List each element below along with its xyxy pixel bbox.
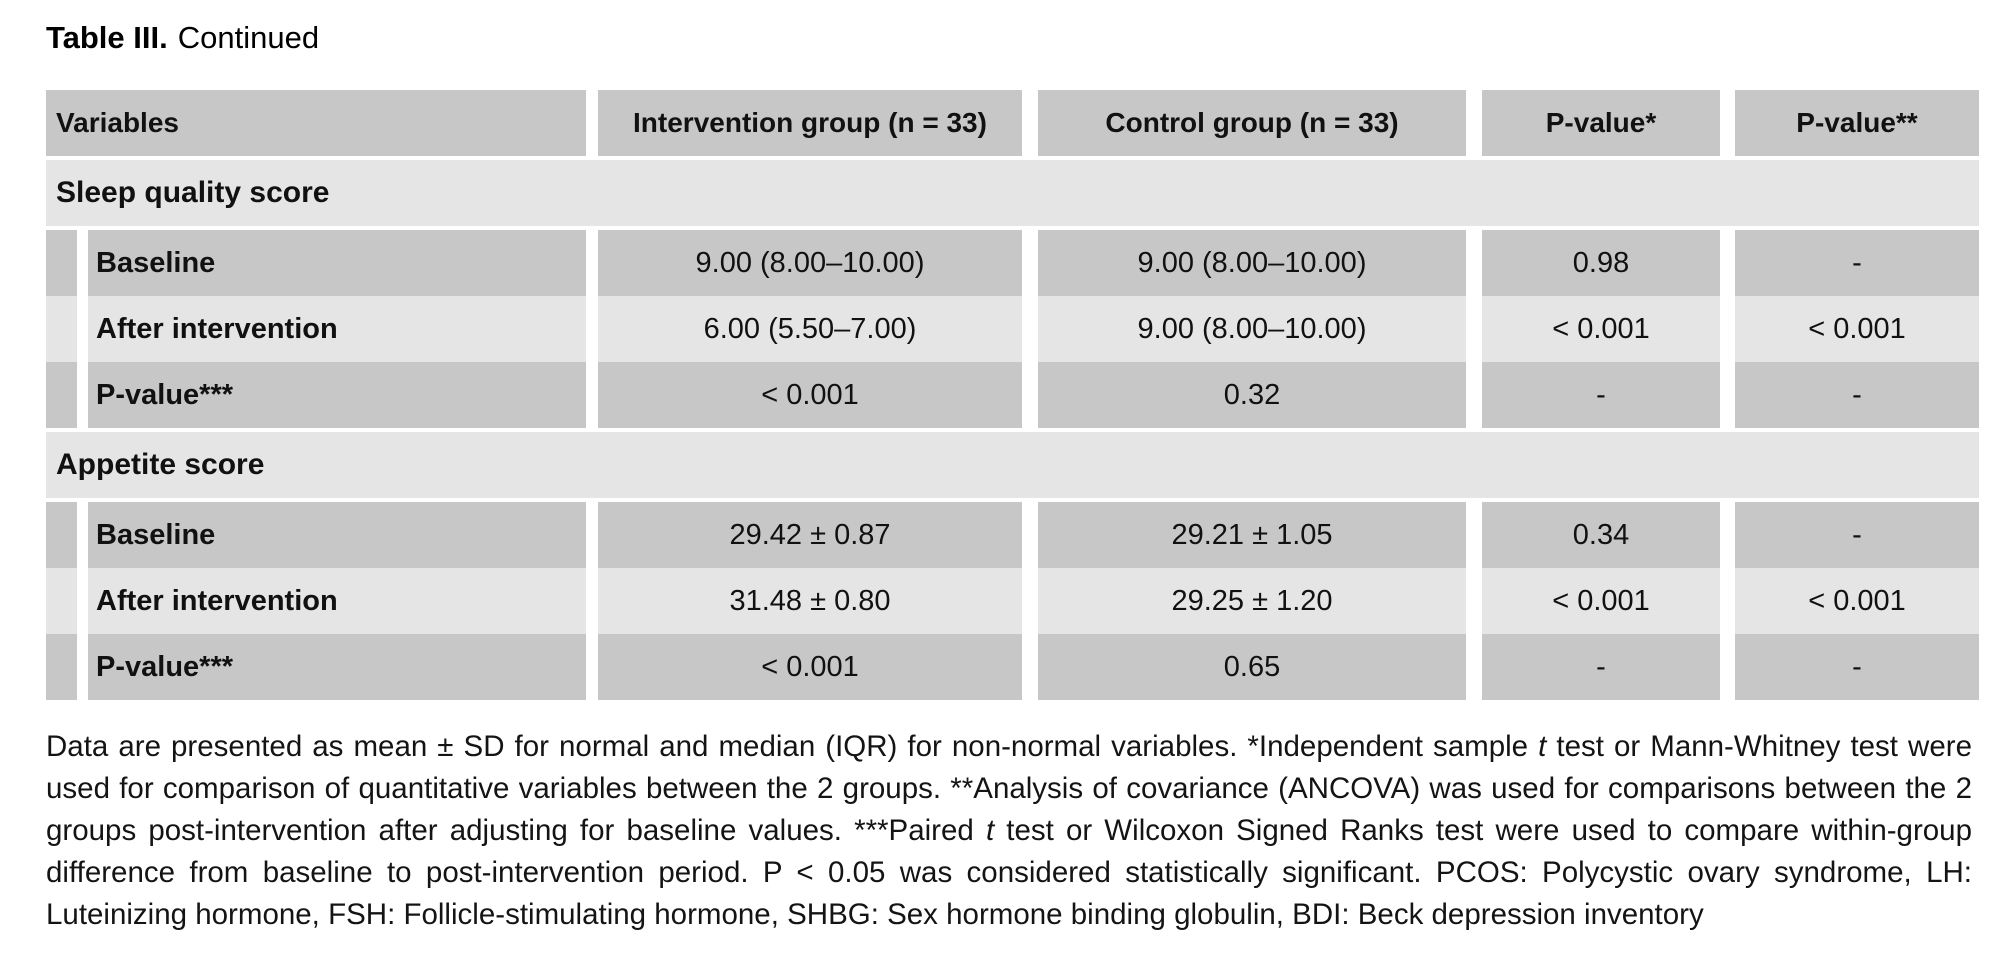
page: Table III. Continued Variables Interventi… bbox=[46, 20, 2000, 931]
control-value-cell: 9.00 (8.00–10.00) bbox=[1038, 296, 1466, 362]
header-cell-control-group: Control group (n = 33) bbox=[1038, 90, 1466, 156]
table-row: After intervention 6.00 (5.50–7.00) 9.00… bbox=[46, 296, 1979, 362]
p-value-1-cell: < 0.001 bbox=[1482, 568, 1720, 634]
row-label-cell: P-value*** bbox=[88, 634, 586, 700]
row-label-cell: After intervention bbox=[88, 296, 586, 362]
table-number: Table III. bbox=[46, 20, 168, 55]
table-row: After intervention 31.48 ± 0.80 29.25 ± … bbox=[46, 568, 1979, 634]
row-label-cell: P-value*** bbox=[88, 362, 586, 428]
column-gap bbox=[1466, 634, 1482, 700]
indent-strip bbox=[46, 230, 77, 296]
p-value-1-cell: - bbox=[1482, 362, 1720, 428]
p-value-2-cell: < 0.001 bbox=[1735, 568, 1979, 634]
p-value-1-cell: 0.98 bbox=[1482, 230, 1720, 296]
table-row: P-value*** < 0.001 0.65 - - bbox=[46, 634, 1979, 700]
indent-gap bbox=[77, 296, 88, 362]
indent-strip bbox=[46, 568, 77, 634]
footnote: Data are presented as mean ± SD for norm… bbox=[46, 730, 1972, 931]
table-row: Baseline 29.42 ± 0.87 29.21 ± 1.05 0.34 … bbox=[46, 502, 1979, 568]
control-value-cell: 0.65 bbox=[1038, 634, 1466, 700]
control-value-cell: 29.21 ± 1.05 bbox=[1038, 502, 1466, 568]
indent-strip bbox=[46, 502, 77, 568]
column-gap bbox=[1022, 362, 1038, 428]
column-gap bbox=[586, 296, 598, 362]
column-gap bbox=[1720, 502, 1735, 568]
column-gap bbox=[1720, 296, 1735, 362]
header-cell-intervention-group: Intervention group (n = 33) bbox=[598, 90, 1022, 156]
column-gap bbox=[1466, 90, 1482, 156]
control-value-cell: 9.00 (8.00–10.00) bbox=[1038, 230, 1466, 296]
p-value-2-cell: < 0.001 bbox=[1735, 296, 1979, 362]
column-gap bbox=[586, 502, 598, 568]
column-gap bbox=[1720, 230, 1735, 296]
column-gap bbox=[1466, 568, 1482, 634]
row-label-cell: Baseline bbox=[88, 502, 586, 568]
indent-strip bbox=[46, 634, 77, 700]
p-value-2-cell: - bbox=[1735, 502, 1979, 568]
section-row-appetite: Appetite score bbox=[46, 432, 1979, 498]
intervention-value-cell: < 0.001 bbox=[598, 362, 1022, 428]
column-gap bbox=[1720, 90, 1735, 156]
column-gap bbox=[586, 634, 598, 700]
indent-gap bbox=[77, 634, 88, 700]
p-value-2-cell: - bbox=[1735, 362, 1979, 428]
column-gap bbox=[1022, 90, 1038, 156]
section-row-sleep-quality: Sleep quality score bbox=[46, 160, 1979, 226]
column-gap bbox=[1466, 230, 1482, 296]
column-gap bbox=[1022, 230, 1038, 296]
header-cell-p-value-2: P-value** bbox=[1735, 90, 1979, 156]
control-value-cell: 0.32 bbox=[1038, 362, 1466, 428]
indent-gap bbox=[77, 230, 88, 296]
p-value-1-cell: < 0.001 bbox=[1482, 296, 1720, 362]
intervention-value-cell: 31.48 ± 0.80 bbox=[598, 568, 1022, 634]
control-value-cell: 29.25 ± 1.20 bbox=[1038, 568, 1466, 634]
intervention-value-cell: < 0.001 bbox=[598, 634, 1022, 700]
column-gap bbox=[1022, 568, 1038, 634]
header-cell-p-value-1: P-value* bbox=[1482, 90, 1720, 156]
table-row: P-value*** < 0.001 0.32 - - bbox=[46, 362, 1979, 428]
table-row: Baseline 9.00 (8.00–10.00) 9.00 (8.00–10… bbox=[46, 230, 1979, 296]
column-gap bbox=[1022, 502, 1038, 568]
p-value-2-cell: - bbox=[1735, 634, 1979, 700]
column-gap bbox=[1466, 362, 1482, 428]
intervention-value-cell: 6.00 (5.50–7.00) bbox=[598, 296, 1022, 362]
column-gap bbox=[1022, 634, 1038, 700]
results-table: Variables Intervention group (n = 33) Co… bbox=[46, 90, 1979, 700]
indent-gap bbox=[77, 502, 88, 568]
page-title: Table III. Continued bbox=[46, 20, 2000, 56]
row-label-cell: Baseline bbox=[88, 230, 586, 296]
header-cell-variables: Variables bbox=[46, 90, 586, 156]
column-gap bbox=[586, 568, 598, 634]
p-value-1-cell: - bbox=[1482, 634, 1720, 700]
indent-strip bbox=[46, 362, 77, 428]
intervention-value-cell: 29.42 ± 0.87 bbox=[598, 502, 1022, 568]
column-gap bbox=[1466, 296, 1482, 362]
intervention-value-cell: 9.00 (8.00–10.00) bbox=[598, 230, 1022, 296]
column-gap bbox=[586, 362, 598, 428]
indent-gap bbox=[77, 362, 88, 428]
indent-strip bbox=[46, 296, 77, 362]
p-value-2-cell: - bbox=[1735, 230, 1979, 296]
column-gap bbox=[586, 230, 598, 296]
row-label-cell: After intervention bbox=[88, 568, 586, 634]
table-header-row: Variables Intervention group (n = 33) Co… bbox=[46, 90, 1979, 156]
column-gap bbox=[1720, 568, 1735, 634]
column-gap bbox=[1022, 296, 1038, 362]
table-title-suffix: Continued bbox=[177, 20, 320, 55]
column-gap bbox=[586, 90, 598, 156]
indent-gap bbox=[77, 568, 88, 634]
column-gap bbox=[1720, 634, 1735, 700]
column-gap bbox=[1720, 362, 1735, 428]
p-value-1-cell: 0.34 bbox=[1482, 502, 1720, 568]
column-gap bbox=[1466, 502, 1482, 568]
